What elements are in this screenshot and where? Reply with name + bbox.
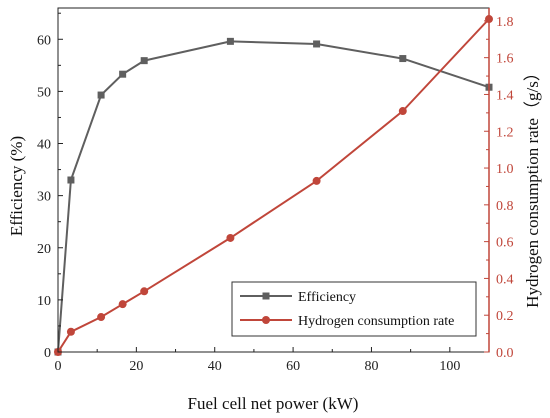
left-y-tick-label: 10 — [37, 294, 51, 309]
axes-layer: 0 20 40 60 80 100 0 10 20 30 40 50 60 0.0 0.2 0.4 0.6 0.8… — [37, 7, 514, 374]
x-tick-label: 0 — [55, 359, 62, 374]
right-y-tick-label: 0.6 — [496, 236, 514, 251]
efficiency-point — [140, 57, 148, 65]
hydrogen-point — [66, 327, 75, 336]
x-tick-label: 80 — [364, 359, 378, 374]
hydrogen-point — [226, 233, 235, 242]
right-y-tick-label: 1.0 — [496, 162, 514, 177]
hydrogen-point — [398, 107, 407, 116]
efficiency-point — [67, 176, 75, 184]
efficiency-point — [119, 70, 127, 78]
legend: Efficiency Hydrogen consumption rate — [231, 281, 477, 337]
hydrogen-point — [140, 287, 149, 296]
x-tick-label: 60 — [286, 359, 300, 374]
right-y-tick-label: 0.4 — [496, 272, 514, 287]
x-tick-label: 20 — [129, 359, 143, 374]
left-y-axis-title: Efficiency (%) — [7, 136, 26, 236]
left-y-tick-label: 30 — [37, 190, 51, 205]
right-y-tick-label: 1.2 — [496, 125, 514, 140]
legend-hydrogen-label: Hydrogen consumption rate — [298, 314, 454, 329]
right-y-tick-label: 0.8 — [496, 199, 514, 214]
efficiency-point — [313, 40, 321, 48]
right-y-tick-label: 1.6 — [496, 52, 514, 67]
legend-box — [231, 281, 477, 337]
efficiency-point — [399, 55, 407, 63]
right-y-tick-label: 0.0 — [496, 346, 514, 361]
right-y-tick-label: 1.8 — [496, 15, 514, 30]
right-y-tick-label: 1.4 — [496, 88, 514, 103]
legend-hydrogen-marker — [262, 316, 270, 324]
left-y-tick-label: 60 — [37, 33, 51, 48]
left-y-tick-label: 40 — [37, 138, 51, 153]
efficiency-point — [226, 37, 234, 45]
x-tick-label: 40 — [208, 359, 222, 374]
right-y-axis-title: Hydrogen consumption rate（g/s） — [523, 64, 542, 308]
legend-efficiency-label: Efficiency — [298, 290, 356, 305]
right-y-tick-label: 0.2 — [496, 309, 514, 324]
efficiency-point — [97, 91, 105, 99]
hydrogen-point — [97, 313, 106, 322]
left-y-tick-label: 0 — [44, 346, 51, 361]
hydrogen-point — [118, 300, 127, 309]
x-tick-label: 100 — [439, 359, 460, 374]
left-y-tick-label: 50 — [37, 85, 51, 100]
hydrogen-point — [312, 176, 321, 185]
left-y-tick-label: 20 — [37, 242, 51, 257]
x-axis-title: Fuel cell net power (kW) — [188, 394, 359, 413]
legend-efficiency-marker — [262, 292, 270, 300]
